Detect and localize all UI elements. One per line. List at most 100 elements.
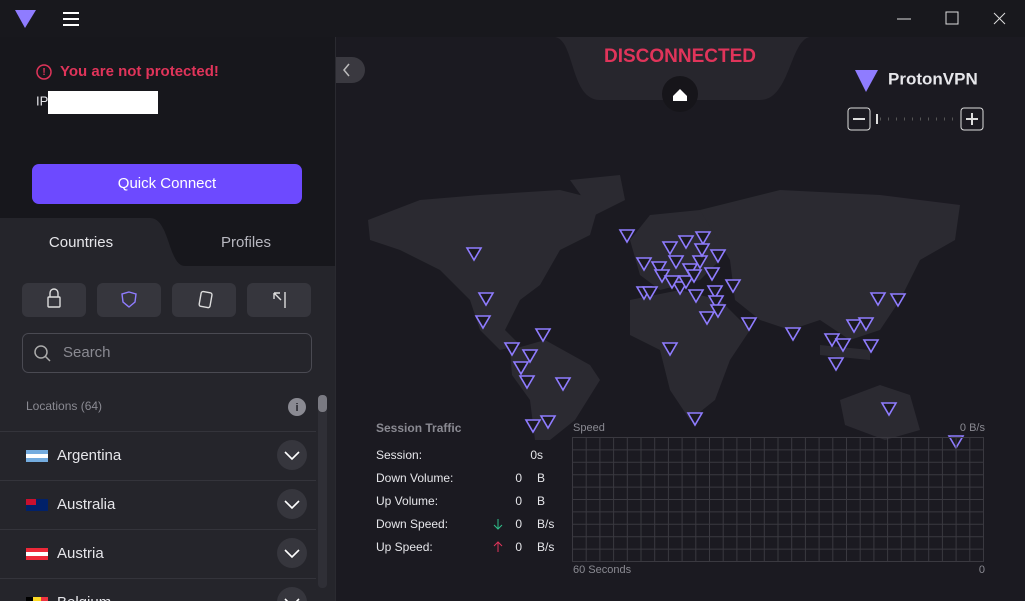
server-marker[interactable] xyxy=(503,342,521,357)
up-arrow xyxy=(493,541,503,552)
filter-netshield[interactable] xyxy=(97,283,161,317)
server-marker[interactable] xyxy=(706,285,724,300)
server-marker[interactable] xyxy=(618,229,636,244)
server-marker[interactable] xyxy=(691,255,709,270)
warning-text: You are not protected! xyxy=(60,63,219,80)
server-marker[interactable] xyxy=(703,267,721,282)
scrollbar-thumb[interactable] xyxy=(318,395,327,412)
server-marker[interactable] xyxy=(869,292,887,307)
menu-button[interactable] xyxy=(63,12,79,26)
brand-name: ProtonVPN xyxy=(888,69,978,88)
traffic-label: Down Speed: xyxy=(376,517,448,531)
server-marker[interactable] xyxy=(524,419,542,434)
server-marker[interactable] xyxy=(474,315,492,330)
tab-countries[interactable]: Countries xyxy=(49,234,113,251)
server-marker[interactable] xyxy=(687,289,705,304)
traffic-value: 0 xyxy=(515,471,522,485)
filter-tor[interactable] xyxy=(247,283,311,317)
status-tab xyxy=(555,37,810,100)
server-marker[interactable] xyxy=(512,361,530,376)
filter-streaming[interactable] xyxy=(172,283,236,317)
info-button[interactable] xyxy=(288,398,306,416)
server-marker[interactable] xyxy=(661,241,679,256)
server-marker[interactable] xyxy=(650,261,668,276)
traffic-value: 0s xyxy=(530,448,543,462)
tab-profiles[interactable]: Profiles xyxy=(221,234,271,251)
expand-button[interactable] xyxy=(277,538,307,568)
server-marker[interactable] xyxy=(709,304,727,319)
maximize-button[interactable] xyxy=(945,11,959,25)
server-marker[interactable] xyxy=(661,342,679,357)
server-marker[interactable] xyxy=(685,269,703,284)
chevron-icon xyxy=(284,451,300,461)
traffic-value: 0 xyxy=(515,517,522,531)
ip-redacted xyxy=(48,91,158,114)
flag xyxy=(26,450,48,454)
close-button[interactable] xyxy=(993,12,1006,25)
server-marker[interactable] xyxy=(862,339,880,354)
server-marker[interactable] xyxy=(635,257,653,272)
country-name[interactable]: Argentina xyxy=(57,447,122,464)
filter-icons xyxy=(47,288,286,309)
ip-label: IP xyxy=(36,93,48,108)
server-marker[interactable] xyxy=(534,328,552,343)
server-marker[interactable] xyxy=(667,255,685,270)
server-marker[interactable] xyxy=(521,349,539,364)
traffic-unit: B/s xyxy=(537,540,554,554)
world-map xyxy=(368,175,960,440)
search-box[interactable] xyxy=(22,333,312,373)
server-marker[interactable] xyxy=(693,243,711,258)
flag xyxy=(26,454,48,458)
flag xyxy=(26,548,48,552)
warning-mark: ! xyxy=(42,67,45,78)
server-marker[interactable] xyxy=(518,375,536,390)
collapse-button[interactable] xyxy=(336,57,365,83)
server-marker[interactable] xyxy=(677,235,695,250)
quick-connect-label: Quick Connect xyxy=(118,175,217,192)
server-marker[interactable] xyxy=(823,333,841,348)
zoom-in[interactable] xyxy=(960,107,984,131)
server-marker[interactable] xyxy=(834,338,852,353)
server-marker[interactable] xyxy=(477,292,495,307)
server-marker[interactable] xyxy=(709,249,727,264)
server-marker[interactable] xyxy=(641,286,659,301)
country-name[interactable]: Australia xyxy=(57,496,116,513)
server-marker[interactable] xyxy=(465,247,483,262)
quick-connect-button[interactable] xyxy=(32,164,302,204)
country-name[interactable]: Belgium xyxy=(57,594,111,601)
expand-button[interactable] xyxy=(277,440,307,470)
server-marker[interactable] xyxy=(784,327,802,342)
warning-icon xyxy=(36,64,52,80)
expand-button[interactable] xyxy=(277,587,307,601)
traffic-unit: B xyxy=(537,494,545,508)
server-marker[interactable] xyxy=(663,275,681,290)
traffic-title: Session Traffic xyxy=(376,421,462,435)
traffic-table: Session: 0s Down Volume: 0 B Up Volume: 0 B Down… xyxy=(376,448,554,554)
server-marker[interactable] xyxy=(698,311,716,326)
server-marker[interactable] xyxy=(827,357,845,372)
expand-button[interactable] xyxy=(277,489,307,519)
flag xyxy=(33,597,41,601)
country-name[interactable]: Austria xyxy=(57,545,104,562)
filter-secure-core[interactable] xyxy=(22,283,86,317)
server-marker[interactable] xyxy=(677,275,695,290)
flag xyxy=(26,499,36,505)
filter-buttons xyxy=(22,283,311,317)
server-marker[interactable] xyxy=(857,317,875,332)
server-marker[interactable] xyxy=(686,412,704,427)
zoom-out[interactable] xyxy=(847,107,871,131)
server-marker[interactable] xyxy=(880,402,898,417)
server-marker[interactable] xyxy=(554,377,572,392)
server-marker[interactable] xyxy=(694,231,712,246)
server-marker[interactable] xyxy=(845,319,863,334)
connection-status: DISCONNECTED xyxy=(604,46,756,67)
server-marker[interactable] xyxy=(707,295,725,310)
server-marker[interactable] xyxy=(740,317,758,332)
flag xyxy=(26,552,48,556)
speed-max: 0 B/s xyxy=(960,422,986,434)
server-marker[interactable] xyxy=(724,279,742,294)
server-marker[interactable] xyxy=(539,415,557,430)
locations-label: Locations (64) xyxy=(26,399,102,413)
traffic-label: Session: xyxy=(376,448,422,462)
server-marker[interactable] xyxy=(889,293,907,308)
